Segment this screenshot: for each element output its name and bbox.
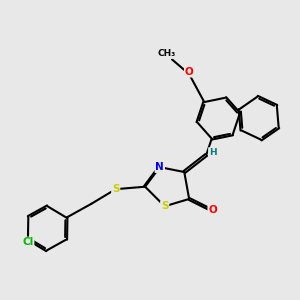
Text: N: N — [155, 162, 164, 172]
Text: CH₃: CH₃ — [157, 49, 175, 58]
Text: S: S — [161, 201, 168, 211]
Text: O: O — [208, 205, 217, 215]
Text: O: O — [185, 67, 194, 77]
Text: H: H — [209, 148, 217, 157]
Text: Cl: Cl — [22, 237, 34, 248]
Text: S: S — [112, 184, 119, 194]
